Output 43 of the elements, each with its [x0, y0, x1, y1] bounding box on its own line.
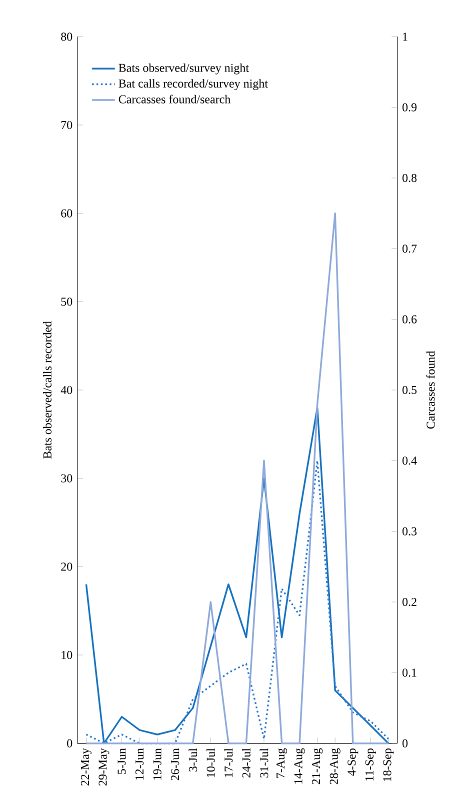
x-tick-label: 17-Jul	[224, 748, 233, 777]
x-tick-label: 14-Aug	[294, 748, 305, 784]
x-tick-label: 29-May	[98, 748, 110, 786]
y-tick-label: 60	[60, 209, 72, 218]
y2-tick-label: 0.6	[402, 315, 417, 324]
y-tick-label: 40	[60, 386, 72, 394]
x-tick-label: 28-Aug	[330, 748, 340, 784]
y-tick-label: 20	[60, 562, 72, 571]
y-tick-label: 30	[61, 474, 72, 482]
x-tick-label: 26-Jun	[170, 748, 179, 780]
y-tick-label: 0	[66, 739, 72, 748]
y2-tick-label: 0.1	[402, 668, 416, 677]
x-tick-label: 5-Jun	[118, 748, 126, 774]
y-axis-title: Bats observed/calls recorded	[42, 321, 52, 459]
y2-tick-label: 0.5	[402, 386, 416, 394]
y2-tick-label: 0.9	[402, 103, 416, 112]
y2-tick-label: 1	[402, 32, 408, 41]
y2-tick-label: 0.3	[402, 527, 416, 536]
x-tick-label: 7-Aug	[276, 748, 287, 778]
y2-tick-label: 0.7	[402, 244, 417, 253]
legend-label: Bat calls recorded/survey night	[118, 79, 268, 90]
y2-tick-label: 0.8	[402, 174, 416, 182]
y-tick-label: 50	[61, 298, 72, 306]
x-tick-label: 11-Sep	[365, 748, 376, 781]
legend-label: Bats observed/survey night	[118, 63, 249, 74]
x-tick-label: 19-Jun	[153, 748, 162, 780]
y-tick-label: 80	[60, 32, 72, 41]
y2-axis-title: Carcasses found	[426, 350, 435, 429]
x-tick-label: 12-Jun	[135, 748, 144, 780]
y-tick-label: 70	[61, 120, 72, 130]
x-tick-label: 18-Sep	[383, 748, 394, 781]
x-tick-label: 21-Aug	[312, 748, 322, 784]
x-tick-label: 3-Jul	[188, 748, 197, 772]
x-tick-label: 31-Jul	[260, 748, 268, 778]
y-tick-label: 10	[62, 650, 72, 660]
y2-tick-label: 0.2	[402, 598, 416, 606]
x-tick-label: 4-Sep	[347, 748, 358, 776]
x-tick-label: 10-Jul	[206, 748, 215, 777]
y2-tick-label: 0	[402, 739, 408, 748]
x-tick-label: 22-May	[80, 748, 92, 786]
x-tick-label: 24-Jul	[242, 748, 250, 778]
legend-label: Carcasses found/search	[118, 94, 230, 104]
y2-tick-label: 0.4	[402, 456, 417, 465]
